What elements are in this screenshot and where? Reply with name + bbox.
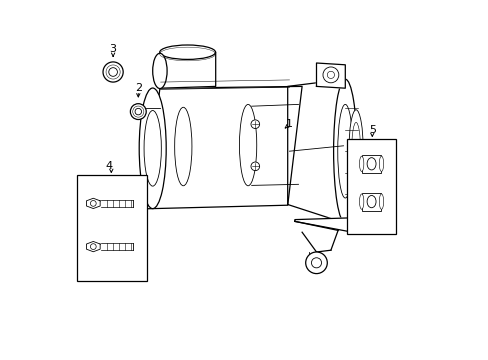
Text: 1: 1 <box>285 119 292 129</box>
Text: 3: 3 <box>109 44 116 54</box>
Polygon shape <box>294 218 359 232</box>
Polygon shape <box>287 79 345 223</box>
Circle shape <box>108 68 117 76</box>
Ellipse shape <box>366 158 375 170</box>
Ellipse shape <box>348 110 363 193</box>
Circle shape <box>135 108 141 115</box>
Polygon shape <box>316 63 345 88</box>
Bar <box>346 139 395 234</box>
Ellipse shape <box>333 79 356 223</box>
Bar <box>361 155 381 173</box>
Ellipse shape <box>359 194 363 209</box>
Ellipse shape <box>379 156 383 171</box>
Ellipse shape <box>359 156 363 171</box>
Circle shape <box>103 62 123 82</box>
Bar <box>77 175 147 281</box>
Polygon shape <box>145 86 302 209</box>
Circle shape <box>305 252 326 274</box>
Text: 4: 4 <box>106 161 113 171</box>
Polygon shape <box>86 198 100 208</box>
Ellipse shape <box>152 53 167 89</box>
Ellipse shape <box>366 195 375 208</box>
Circle shape <box>90 201 96 206</box>
Text: 2: 2 <box>135 83 142 93</box>
Polygon shape <box>86 242 100 252</box>
Circle shape <box>322 67 338 83</box>
Ellipse shape <box>139 88 166 209</box>
Ellipse shape <box>160 45 215 59</box>
Circle shape <box>90 244 96 249</box>
Bar <box>361 193 381 211</box>
Circle shape <box>130 104 146 120</box>
Circle shape <box>250 120 259 129</box>
Circle shape <box>250 162 259 171</box>
Polygon shape <box>160 52 215 88</box>
Text: 5: 5 <box>368 125 375 135</box>
Ellipse shape <box>379 194 383 209</box>
